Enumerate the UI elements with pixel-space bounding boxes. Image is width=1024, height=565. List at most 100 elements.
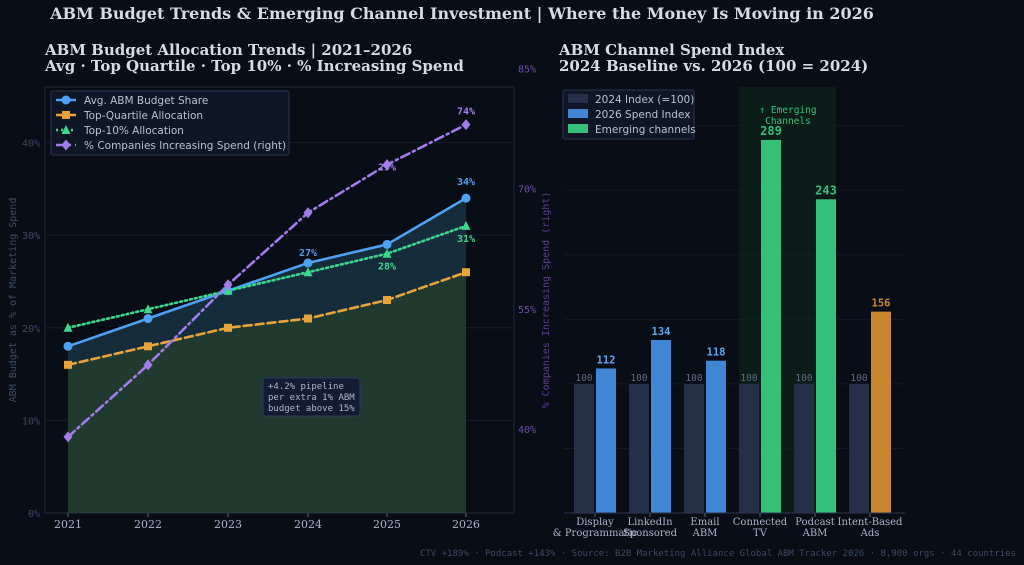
left-y-tick-label: 20% <box>22 324 40 335</box>
emerging-label-line2: Channels <box>765 116 811 127</box>
series-2-point <box>143 304 153 314</box>
series-3-point <box>63 431 73 443</box>
annotation-box <box>262 377 361 417</box>
right-x-tick-label: & Programmatic <box>553 528 638 539</box>
left-data-label: 34% <box>457 177 475 188</box>
baseline-bar-label: 100 <box>685 373 702 384</box>
left-data-label: 27% <box>299 248 317 259</box>
series-0-point <box>461 193 471 203</box>
left-data-label: 74% <box>457 107 475 118</box>
series-line-0 <box>66 196 468 348</box>
spend-index-bar-label: 156 <box>872 298 891 310</box>
series-line-2 <box>66 224 468 330</box>
right-legend-box <box>562 89 695 140</box>
left-x-tick-label: 2024 <box>294 518 322 531</box>
right-x-tick-label: ABM <box>802 528 828 539</box>
right-bars: 100 112 100 134 100 118 100 289 100 243 100 156 <box>574 124 891 514</box>
left-chart-title-line2: Avg · Top Quartile · Top 10% · % Increas… <box>44 57 464 75</box>
left-chart: ABM Budget Allocation Trends | 2021–2026… <box>8 41 552 531</box>
right-x-tick-label: Podcast <box>795 517 834 528</box>
left-y-tick-label: 40% <box>22 139 40 150</box>
left-legend-swatch-marker <box>61 95 71 105</box>
spend-index-bar <box>596 368 616 513</box>
left-legend-box <box>50 90 290 156</box>
left-legend-label: Top-Quartile Allocation <box>83 110 203 122</box>
spend-index-bar <box>706 360 726 513</box>
right-legend-label: 2026 Spend Index <box>595 109 690 121</box>
right-x-tick-label: Display <box>576 517 614 528</box>
baseline-bar <box>684 383 704 513</box>
left-series-lines <box>66 123 468 439</box>
baseline-bar-label: 100 <box>630 373 647 384</box>
annotation-line-1: +4.2% pipeline <box>268 382 344 392</box>
series-1-point <box>462 268 470 277</box>
left-legend-label: Avg. ABM Budget Share <box>84 95 208 107</box>
spend-index-bar <box>871 311 891 513</box>
series-1-point <box>224 323 232 332</box>
right-x-tick-label: ABM <box>692 528 718 539</box>
left-legend-label: % Companies Increasing Spend (right) <box>84 140 286 152</box>
right-legend-label: Emerging channels <box>595 124 696 136</box>
series-0-point <box>143 314 153 324</box>
series-2-point <box>63 322 73 332</box>
left-y2-tick-label: 85% <box>518 65 536 76</box>
baseline-bar <box>794 383 814 513</box>
left-legend-swatch-marker <box>61 125 71 134</box>
right-x-tick-label: Connected <box>733 517 788 528</box>
left-data-labels: 27% 34% 29% 74% 28% 31% <box>299 107 475 273</box>
right-chart-title-line2: 2024 Baseline vs. 2026 (100 = 2024) <box>559 57 868 75</box>
right-x-tick-label: Sponsored <box>623 528 678 539</box>
spend-index-bar-label: 289 <box>760 124 782 138</box>
left-data-label: 29% <box>378 163 396 174</box>
emerging-label-line1: ↑ Emerging <box>759 105 816 116</box>
annotation-line-2: per extra 1% ABM <box>268 393 355 403</box>
left-x-tick-label: 2023 <box>214 518 242 531</box>
series-line-1 <box>66 270 468 367</box>
left-data-label: 28% <box>378 262 396 273</box>
left-legend: Avg. ABM Budget Share Top-Quartile Alloca… <box>50 90 290 156</box>
figure-footer: CTV +189% · Podcast +143% · Source: B2B … <box>419 549 1016 559</box>
spend-index-bar-label: 118 <box>707 347 726 359</box>
series-1-point <box>144 342 152 351</box>
series-3-point <box>303 207 313 219</box>
right-x-tick-label: LinkedIn <box>627 517 673 528</box>
baseline-bar-label: 100 <box>740 373 757 384</box>
left-x-tick-label: 2025 <box>373 518 401 531</box>
series-3-point <box>223 279 233 291</box>
left-area-fills <box>68 198 466 513</box>
annotation-line-3: budget above 15% <box>268 404 355 414</box>
right-legend: 2024 Index (=100) 2026 Spend Index Emergin… <box>562 89 696 140</box>
left-legend-label: Top-10% Allocation <box>83 125 184 137</box>
spend-index-bar <box>816 199 836 514</box>
right-x-tick-label: TV <box>753 528 768 539</box>
left-x-tick-label: 2026 <box>452 518 480 531</box>
baseline-bar <box>629 383 649 513</box>
spend-index-bar-label: 134 <box>652 326 671 338</box>
series-2-point <box>303 267 313 277</box>
left-y2-tick-label: 70% <box>518 185 536 196</box>
series-3-point <box>382 159 392 171</box>
series-1-point <box>383 296 391 304</box>
right-x-tick-label: Email <box>690 517 719 528</box>
series-0-point <box>382 239 392 249</box>
left-y-tick-label: 0% <box>28 509 40 520</box>
baseline-bar-label: 100 <box>795 373 812 384</box>
spend-index-bar-label: 112 <box>597 354 616 366</box>
left-legend-swatch-marker <box>62 111 70 119</box>
series-2-point <box>382 248 392 258</box>
figure-suptitle: ABM Budget Trends & Emerging Channel Inv… <box>50 4 874 23</box>
left-data-label: 31% <box>457 234 475 245</box>
spend-index-bar-label: 243 <box>815 183 837 197</box>
baseline-bar-label: 100 <box>850 373 867 384</box>
baseline-bar <box>739 383 759 513</box>
left-y2-tick-label: 55% <box>518 305 536 316</box>
left-y-tick-label: 10% <box>22 416 40 427</box>
series-0-point <box>303 258 313 268</box>
left-legend-swatch-marker <box>61 139 71 151</box>
left-y-axis-ticks: 0% 10% 20% 30% 40% <box>22 139 40 520</box>
right-chart-title-line1: ABM Channel Spend Index <box>558 41 785 59</box>
series-0-point <box>63 341 73 351</box>
left-y2-axis-label: % Companies Increasing Spend (right) <box>541 192 552 409</box>
spend-index-bar <box>761 139 781 513</box>
